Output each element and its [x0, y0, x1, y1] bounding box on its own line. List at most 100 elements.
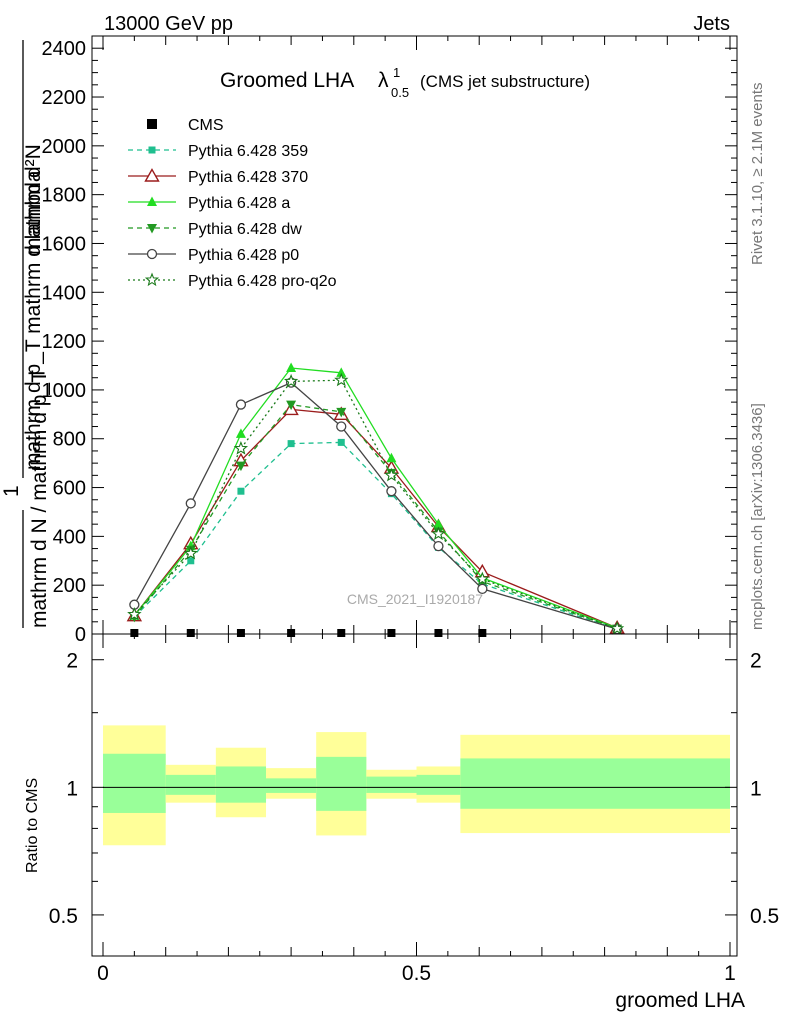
legend-entry: Pythia 6.428 a: [128, 195, 290, 212]
marker-square: [387, 629, 396, 637]
legend-entry: Pythia 6.428 dw: [128, 221, 302, 238]
legend-label: CMS: [188, 117, 224, 134]
y-tick-label: 1200: [42, 331, 87, 353]
marker-square: [337, 629, 346, 637]
marker-small-square: [337, 438, 345, 446]
series-cms: [130, 629, 487, 637]
legend-label: Pythia 6.428 a: [188, 195, 290, 212]
header-left: 13000 GeV pp: [104, 13, 233, 35]
legend-label: Pythia 6.428 p0: [188, 247, 299, 264]
header-right: Jets: [693, 13, 730, 35]
marker-down-triangle: [286, 400, 297, 411]
marker-open-triangle: [144, 168, 160, 182]
legend: CMS Pythia 6.428 359 Pythia 6.428 370 Pythi…: [128, 117, 337, 290]
plot-title: Groomed LHA λ 1 0.5 (CMS jet substructur…: [220, 65, 590, 100]
legend-label: Pythia 6.428 pro-q2o: [188, 273, 337, 290]
y-label-top: mathrm d²N: [22, 144, 45, 255]
marker-square: [478, 629, 487, 637]
y-tick-label: 1400: [42, 282, 87, 304]
marker-open-circle: [336, 421, 347, 432]
marker-open-circle: [433, 540, 444, 552]
y-tick-label: 0: [75, 624, 86, 646]
marker-open-circle: [185, 498, 196, 509]
legend-entry: Pythia 6.428 359: [128, 143, 308, 160]
marker-star: [431, 526, 446, 541]
ratio-band-green: [266, 778, 317, 793]
y-tick-label: 1800: [42, 185, 87, 207]
marker-star: [233, 441, 249, 455]
top-panel: 0 200 400 600 800 1000 1200 1400 1600 1800 2000 220…: [0, 35, 738, 646]
title-sub: 0.5: [391, 85, 409, 100]
series-line: [133, 379, 618, 630]
marker-square: [287, 629, 296, 637]
ratio-frame: [91, 633, 738, 957]
marker-square: [186, 629, 195, 637]
ratio-y-axis: 0.5 0.5 1 1 2 2: [49, 650, 779, 928]
marker-star: [334, 372, 349, 387]
marker-square: [130, 629, 139, 637]
y-tick-label: 1000: [42, 380, 87, 402]
top-y-axis: 0 200 400 600 800 1000 1200 1400 1600 1800 2000 220…: [42, 38, 737, 646]
x-axis-label: groomed LHA: [615, 989, 745, 1012]
marker-star: [283, 373, 299, 388]
x-tick-label: 0.5: [402, 962, 431, 985]
marker-triangle: [286, 362, 297, 372]
y-tick-label: 200: [53, 575, 86, 597]
marker-small-square: [187, 557, 195, 565]
marker-square: [147, 119, 157, 129]
marker-down-triangle: [147, 224, 157, 234]
marker-triangle: [386, 452, 397, 463]
ratio-y-tick-label-right: 2: [750, 650, 762, 673]
legend-label: Pythia 6.428 359: [188, 143, 308, 160]
marker-star: [127, 607, 142, 621]
y-tick-label: 2200: [42, 87, 87, 109]
y-tick-label: 400: [53, 526, 86, 548]
series-line: [133, 441, 618, 630]
marker-open-circle: [235, 399, 247, 410]
y-tick-label: 2000: [42, 136, 87, 158]
y-label-bottom: mathrm d N / mathrm d p_T: [28, 370, 51, 628]
ratio-y-tick-label: 1: [66, 777, 78, 800]
legend-entry: Pythia 6.428 pro-q2o: [128, 272, 337, 290]
ratio-y-tick-label-right: 0.5: [750, 905, 779, 928]
marker-triangle: [433, 518, 444, 529]
series-line: [133, 367, 618, 629]
top-series: [126, 362, 625, 637]
ratio-panel: 0.5 0.51 12 2 0 0.5 1 Ratio to CMS groomed LH…: [24, 633, 779, 1012]
marker-down-triangle: [336, 407, 347, 418]
marker-open-circle: [146, 248, 158, 260]
marker-down-triangle: [235, 461, 246, 472]
ratio-band-green: [416, 774, 461, 795]
marker-small-square: [287, 440, 295, 448]
marker-triangle: [235, 428, 246, 438]
title-lambda: λ: [378, 69, 389, 92]
legend-label: Pythia 6.428 dw: [188, 221, 302, 238]
marker-open-circle: [386, 486, 397, 497]
marker-star: [183, 546, 198, 560]
y-label-top2: mathrm d p_T mathrm d lambda: [22, 170, 45, 470]
y-tick-label: 1600: [42, 233, 87, 255]
marker-star: [384, 467, 399, 482]
ratio-x-axis: 0 0.5 1: [97, 634, 736, 985]
y-tick-label: 600: [53, 478, 86, 500]
ratio-y-label: Ratio to CMS: [24, 778, 41, 873]
watermark: CMS_2021_I1920187: [347, 591, 483, 607]
marker-star: [609, 621, 625, 635]
marker-triangle: [147, 196, 157, 206]
title-note: (CMS jet substructure): [420, 72, 590, 91]
y-tick-label: 800: [53, 429, 86, 451]
y-label-one: 1: [0, 485, 23, 497]
ratio-band-green: [103, 753, 166, 813]
y-tick-label: 2400: [42, 38, 87, 60]
title-sup: 1: [393, 65, 400, 80]
top-y-label: mathrm d²N mathrm d p_T mathrm d lambda …: [0, 40, 51, 628]
marker-open-circle: [477, 583, 488, 594]
marker-triangle: [336, 367, 347, 377]
ratio-band-green: [460, 758, 730, 809]
legend-entry: Pythia 6.428 370: [128, 168, 308, 186]
ratio-y-tick-label: 0.5: [49, 905, 78, 928]
rivet-label: Rivet 3.1.10, ≥ 2.1M events: [749, 83, 766, 266]
ratio-band-green: [215, 766, 267, 803]
ratio-band-green: [165, 774, 216, 795]
